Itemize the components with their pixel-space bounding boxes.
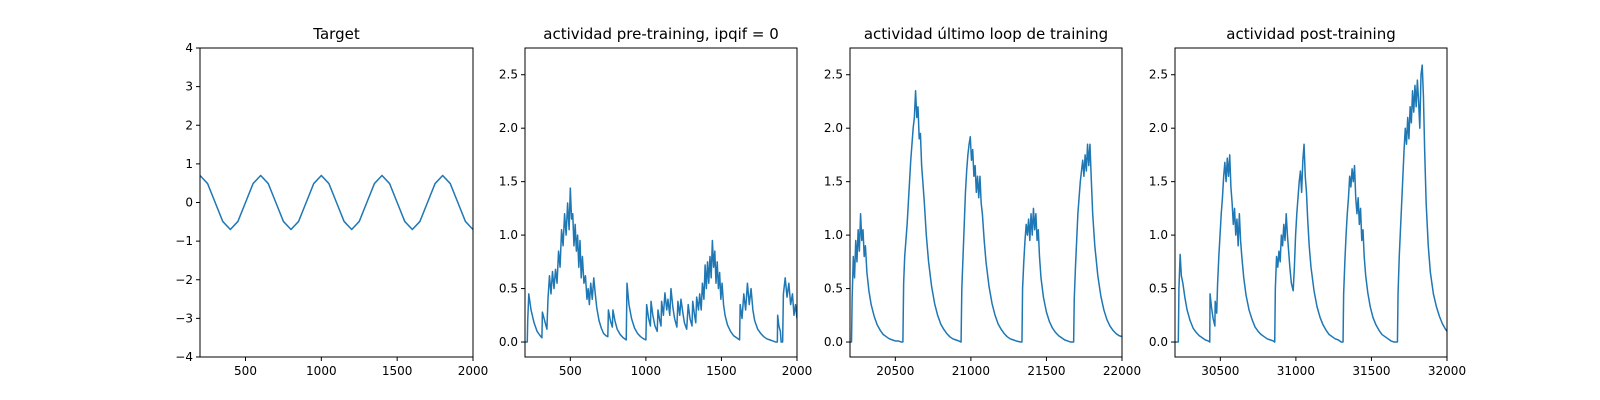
x-tick-label: 31500 <box>1352 364 1390 378</box>
y-tick-label: 1.0 <box>499 228 518 242</box>
y-tick-label: 4 <box>185 41 193 55</box>
y-tick-label: 0 <box>185 196 193 210</box>
x-tick-label: 31000 <box>1277 364 1315 378</box>
y-tick-label: 3 <box>185 80 193 94</box>
y-tick-label: 0.5 <box>499 282 518 296</box>
axes-frame <box>524 47 798 358</box>
x-tick-label: 2000 <box>458 364 489 378</box>
x-tick-label: 500 <box>234 364 257 378</box>
y-tick-label: −3 <box>175 311 193 325</box>
series-line-1 <box>200 174 473 231</box>
x-tick-label: 21500 <box>1027 364 1065 378</box>
chart-panel-1: Target 500 1000 1500 2000 −4 −3 −2 −1 0 1 2 3 4 <box>175 25 488 378</box>
y-tick-label: 0.5 <box>1149 282 1168 296</box>
x-tick-label: 30500 <box>1201 364 1239 378</box>
y-tick-label: 1.0 <box>824 228 843 242</box>
y-tick-label: 2.5 <box>824 68 843 82</box>
chart-panel-3: actividad último loop de training 20500 21… <box>824 25 1141 378</box>
x-tick-label: 1500 <box>382 364 413 378</box>
y-tick-label: 0.0 <box>1149 335 1168 349</box>
y-tick-label: 0.5 <box>824 282 843 296</box>
y-tick-label: 1.5 <box>1149 175 1168 189</box>
y-tick-label: 2.0 <box>824 121 843 135</box>
y-tick-label: −1 <box>175 234 193 248</box>
x-tick-label: 20500 <box>876 364 914 378</box>
series-line-1 <box>850 90 1122 343</box>
y-tick-label: 0.0 <box>499 335 518 349</box>
axes-frame <box>849 47 1123 358</box>
y-tick-label: 1.5 <box>499 175 518 189</box>
chart-title: actividad último loop de training <box>864 25 1108 43</box>
y-tick-label: 2 <box>185 118 193 132</box>
series-line-1 <box>525 187 797 343</box>
x-tick-label: 1500 <box>706 364 737 378</box>
y-tick-label: 2.5 <box>1149 68 1168 82</box>
y-tick-label: 1.5 <box>824 175 843 189</box>
series-line-1 <box>1175 64 1447 343</box>
y-tick-label: 2.0 <box>499 121 518 135</box>
chart-title: actividad pre-training, ipqif = 0 <box>543 25 779 43</box>
y-tick-label: −4 <box>175 350 193 364</box>
x-tick-label: 1000 <box>631 364 662 378</box>
y-tick-label: −2 <box>175 273 193 287</box>
y-tick-label: 1 <box>185 157 193 171</box>
y-tick-label: 2.0 <box>1149 121 1168 135</box>
axes-frame <box>1174 47 1448 358</box>
x-tick-label: 32000 <box>1428 364 1466 378</box>
x-tick-label: 21000 <box>952 364 990 378</box>
chart-panel-4: actividad post-training 30500 31000 31500 32… <box>1149 25 1466 378</box>
x-tick-label: 500 <box>559 364 582 378</box>
x-tick-label: 22000 <box>1103 364 1141 378</box>
x-tick-label: 1000 <box>306 364 337 378</box>
y-tick-label: 1.0 <box>1149 228 1168 242</box>
chart-panel-2: actividad pre-training, ipqif = 0 500 1000… <box>499 25 812 378</box>
y-tick-label: 0.0 <box>824 335 843 349</box>
y-tick-label: 2.5 <box>499 68 518 82</box>
chart-title: actividad post-training <box>1226 25 1395 43</box>
x-tick-label: 2000 <box>782 364 813 378</box>
chart-title: Target <box>312 25 360 43</box>
